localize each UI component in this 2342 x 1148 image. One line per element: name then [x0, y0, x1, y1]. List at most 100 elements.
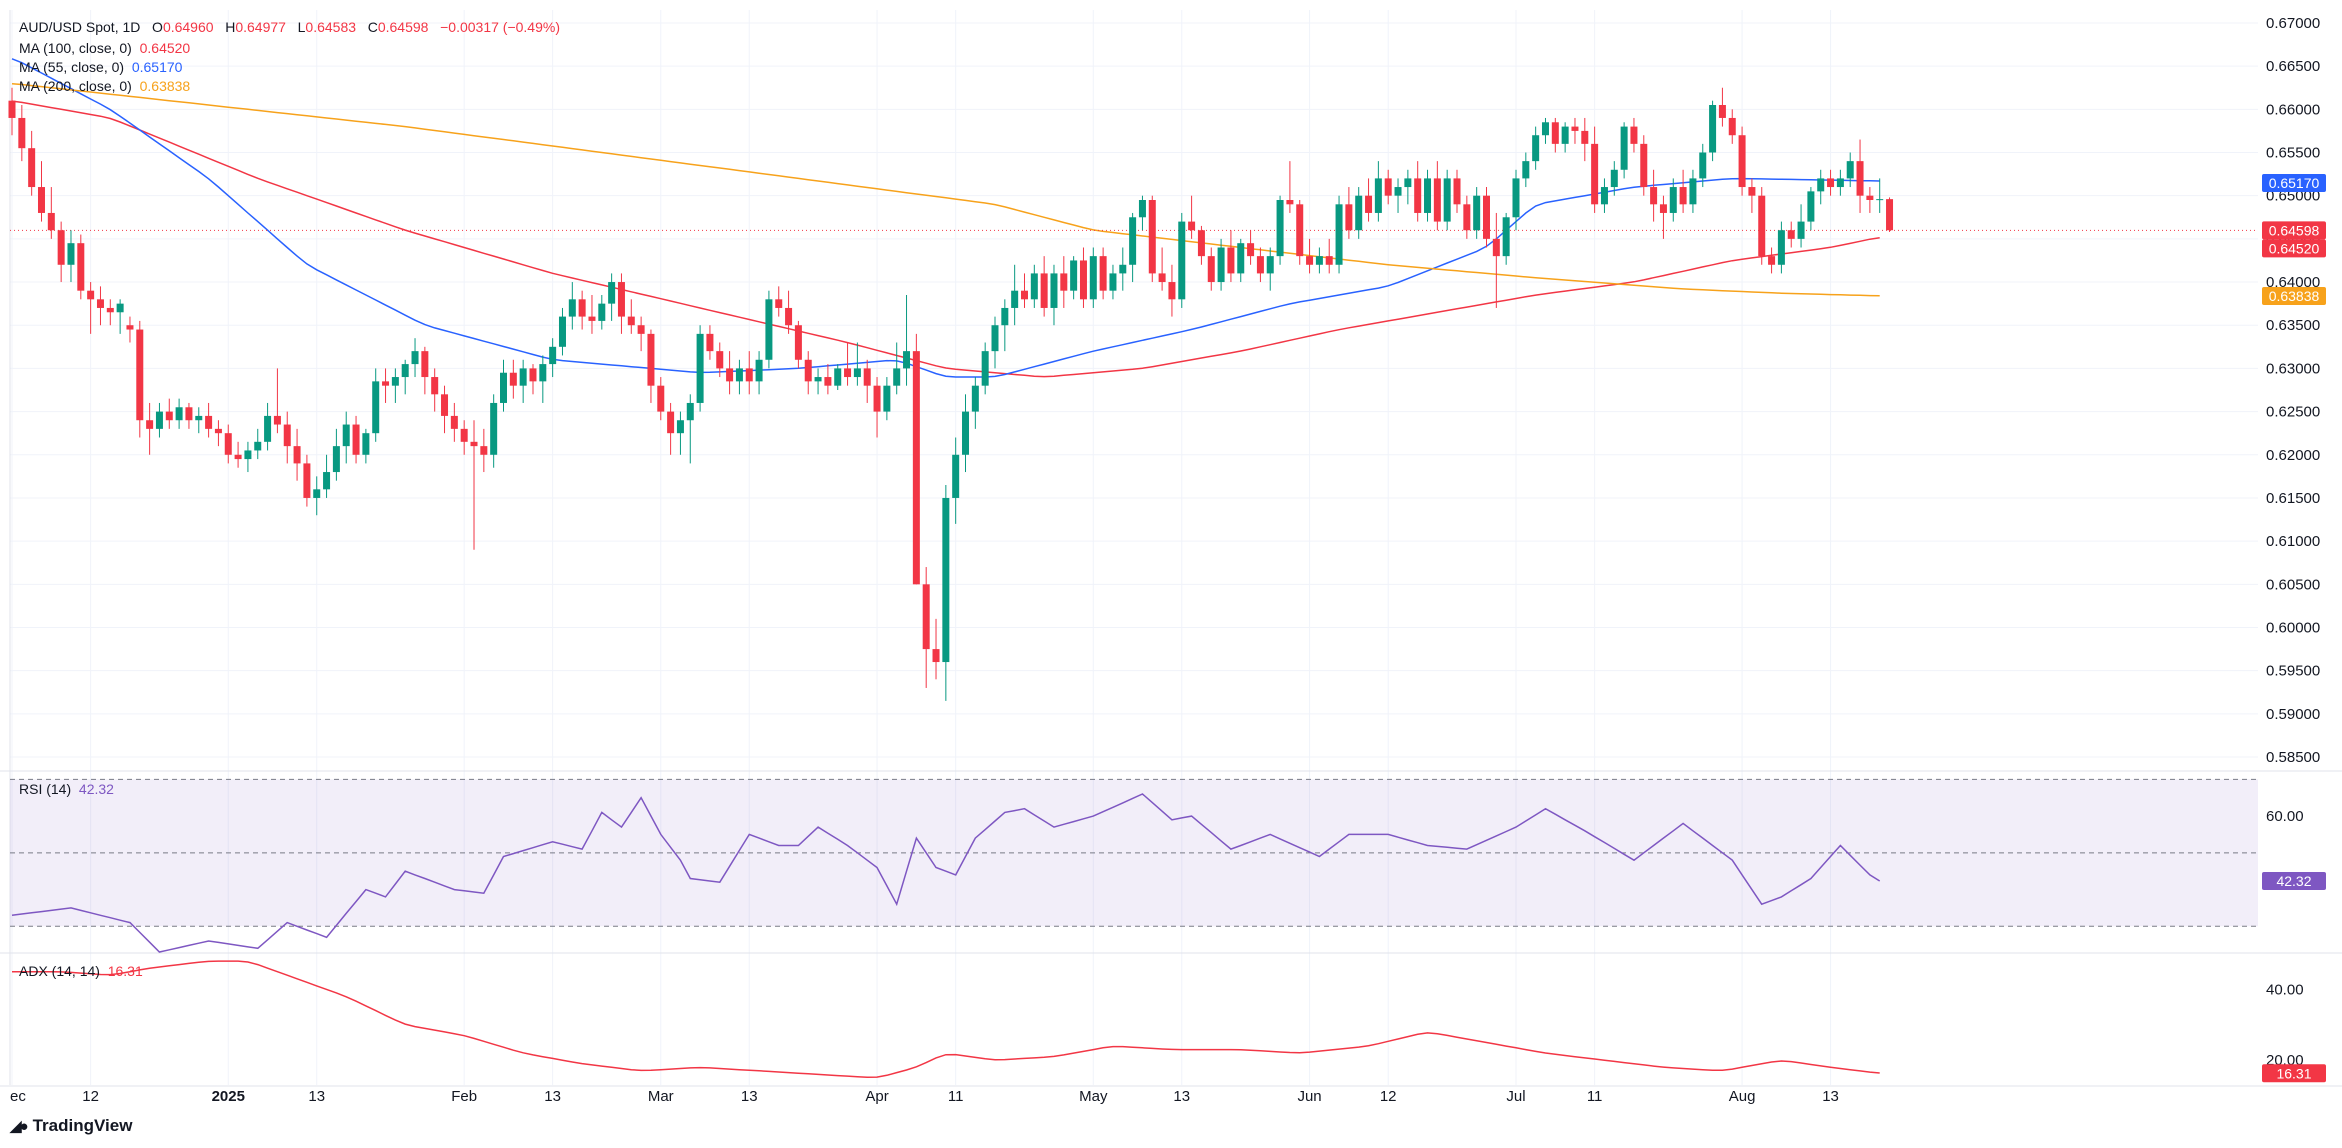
candle-body	[175, 407, 183, 421]
candle-body	[1158, 273, 1166, 283]
rsi-legend[interactable]: RSI (14) 42.32	[19, 781, 114, 797]
candle-body	[87, 290, 95, 300]
candle-body	[1227, 247, 1235, 274]
candle-body	[814, 377, 822, 382]
candle-body	[726, 368, 734, 382]
candle-body	[1276, 200, 1284, 257]
candle-body	[146, 420, 154, 429]
candle-body	[1207, 256, 1215, 283]
candle-body	[303, 463, 311, 498]
time-tick-label: 13	[308, 1088, 325, 1105]
time-tick-label: May	[1079, 1088, 1108, 1105]
price-tick-label: 0.64000	[2266, 274, 2320, 291]
candle-body	[578, 299, 586, 317]
ma200-label: MA (200, close, 0)	[19, 78, 132, 94]
candle-body	[785, 307, 793, 326]
candle-body	[1050, 273, 1058, 308]
candle-body	[1109, 273, 1117, 291]
candle-body	[195, 415, 203, 421]
candle-body	[1571, 126, 1579, 131]
candle-body	[1669, 187, 1677, 213]
candle-body	[155, 411, 163, 429]
close-value: 0.64598	[377, 19, 429, 35]
price-axis[interactable]: 0.58500 0.59000 0.59500 0.60000 0.60500 0.610…	[2266, 15, 2320, 1069]
candle-body	[185, 407, 193, 421]
candle-body	[332, 446, 340, 473]
candle-body	[1728, 117, 1736, 136]
candle-body	[1483, 195, 1490, 239]
candle-body	[1315, 256, 1323, 265]
candle-body	[873, 385, 881, 412]
candle-body	[549, 346, 557, 365]
time-tick-label: Jul	[1506, 1088, 1525, 1105]
tradingview-logo-icon: ◢●	[10, 1118, 29, 1135]
candle-body	[1689, 178, 1697, 205]
candle-body	[647, 333, 655, 386]
candle-body	[971, 385, 979, 412]
time-axis[interactable]: ec 12 2025 13 Feb 13 Mar 13 Apr 11 May 13 Jun 12 Jul 11…	[10, 1088, 1839, 1105]
tradingview-brand[interactable]: ◢● TradingView	[10, 1116, 132, 1136]
high-label: H	[225, 19, 236, 35]
candle-body	[1148, 200, 1156, 274]
candle-body	[342, 424, 350, 447]
candle-body	[1168, 282, 1176, 300]
time-tick-label: Aug	[1729, 1088, 1756, 1105]
candle-body	[1866, 195, 1874, 200]
candle-body	[1591, 143, 1599, 205]
adx-legend[interactable]: ADX (14, 14) 16.31	[19, 963, 143, 979]
symbol-label[interactable]: AUD/USD Spot, 1D	[19, 19, 141, 35]
ma55-badge-bg	[2262, 174, 2326, 192]
candle-body	[608, 282, 616, 304]
candle-body	[431, 377, 439, 395]
ma55-badge: 0.65170	[2269, 175, 2320, 191]
candle-body	[627, 316, 635, 326]
candle-body	[1079, 260, 1087, 300]
candle-body	[352, 424, 360, 455]
candle-body	[37, 187, 45, 213]
candle-body	[205, 415, 213, 429]
candle-body	[1197, 230, 1205, 257]
candle-body	[1650, 187, 1658, 205]
ma100-badge: 0.64520	[2269, 240, 2320, 256]
candle-body	[1404, 178, 1412, 188]
candle-body	[116, 303, 124, 313]
candle-body	[568, 299, 576, 317]
candle-body	[411, 351, 419, 365]
candle-body	[863, 368, 871, 386]
candle-body	[1856, 161, 1864, 196]
candle-body	[1424, 178, 1432, 213]
candle-body	[1060, 273, 1068, 291]
candle-body	[224, 433, 232, 455]
candle-body	[1335, 204, 1343, 265]
candle-body	[794, 325, 802, 360]
time-tick-label: 12	[82, 1088, 99, 1105]
ma200-legend[interactable]: MA (200, close, 0) 0.63838	[19, 78, 190, 94]
candle-body	[893, 368, 901, 386]
candle-body	[991, 325, 999, 352]
candle-body	[637, 325, 645, 334]
candle-body	[1777, 230, 1785, 265]
price-tick-label: 0.61500	[2266, 490, 2320, 507]
price-tick-label: 0.59500	[2266, 663, 2320, 680]
candle-body	[696, 333, 704, 403]
candle-body	[716, 351, 724, 369]
ma100-legend[interactable]: MA (100, close, 0) 0.64520	[19, 40, 190, 56]
candle-body	[1001, 307, 1009, 326]
adx-tick-label: 40.00	[2266, 981, 2304, 998]
candle-body	[450, 415, 458, 429]
ma55-legend[interactable]: MA (55, close, 0) 0.65170	[19, 59, 182, 75]
candle-body	[470, 441, 478, 447]
candle-body	[67, 243, 75, 265]
price-tick-label: 0.63500	[2266, 317, 2320, 334]
candle-body	[1492, 238, 1500, 257]
ma200-value: 0.63838	[139, 78, 191, 94]
candle-body	[1876, 199, 1884, 201]
candle-body	[1561, 126, 1569, 144]
candle-body	[942, 497, 950, 663]
rsi-value: 42.32	[78, 781, 114, 797]
candle-body	[264, 415, 272, 442]
ma-line	[11, 100, 1880, 378]
candle-body	[903, 351, 911, 369]
candle-body	[1807, 191, 1815, 222]
